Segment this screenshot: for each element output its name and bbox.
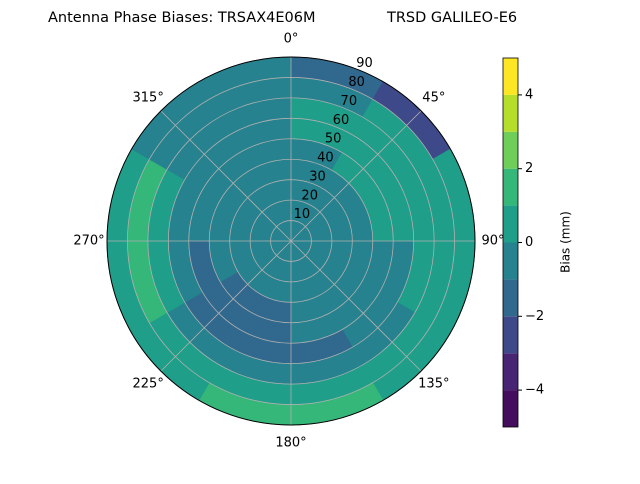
- r-tick-label: 10: [294, 207, 311, 222]
- r-tick-label: 90: [356, 56, 373, 71]
- r-tick-label: 30: [309, 169, 326, 184]
- colorbar-band: [503, 390, 518, 427]
- colorbar-band: [503, 58, 518, 95]
- r-tick-label: 70: [341, 94, 358, 109]
- colorbar-tick-label: −4: [525, 383, 544, 398]
- colorbar-band: [503, 316, 518, 354]
- polar-frame: [106, 56, 476, 426]
- theta-tick-label: 315°: [133, 91, 164, 106]
- grid-spoke: [290, 110, 422, 242]
- colorbar-tick-label: 0: [525, 235, 533, 250]
- r-tick-label: 20: [301, 188, 318, 203]
- colorbar-tick-label: 4: [525, 87, 533, 102]
- theta-tick-label: 90°: [481, 234, 504, 249]
- r-tick-label: 80: [348, 75, 365, 90]
- colorbar-tick-label: 2: [525, 161, 533, 176]
- colorbar-band: [503, 168, 518, 206]
- grid-spoke: [160, 110, 292, 242]
- theta-tick-label: 0°: [284, 32, 299, 47]
- colorbar-label: Bias (mm): [559, 211, 573, 273]
- theta-tick-label: 135°: [418, 376, 449, 391]
- theta-tick-label: 270°: [73, 234, 104, 249]
- colorbar-band: [503, 242, 518, 280]
- colorbar-band: [503, 353, 518, 391]
- r-tick-label: 60: [333, 113, 350, 128]
- theta-tick-label: 225°: [133, 376, 164, 391]
- theta-tick-label: 45°: [422, 91, 445, 106]
- r-tick-label: 40: [317, 151, 334, 166]
- colorbar-band: [503, 131, 518, 169]
- chart-title-right: TRSD GALILEO-E6: [386, 10, 517, 26]
- chart-title: Antenna Phase Biases: TRSAX4E06M: [48, 10, 316, 26]
- colorbar-band: [503, 205, 518, 243]
- theta-tick-label: 180°: [275, 436, 306, 451]
- grid-spoke: [160, 240, 292, 372]
- colorbar-tick-label: −2: [525, 309, 544, 324]
- grid-spoke: [290, 240, 422, 372]
- colorbar-band: [503, 279, 518, 317]
- colorbar-band: [503, 94, 518, 132]
- r-tick-label: 50: [325, 132, 342, 147]
